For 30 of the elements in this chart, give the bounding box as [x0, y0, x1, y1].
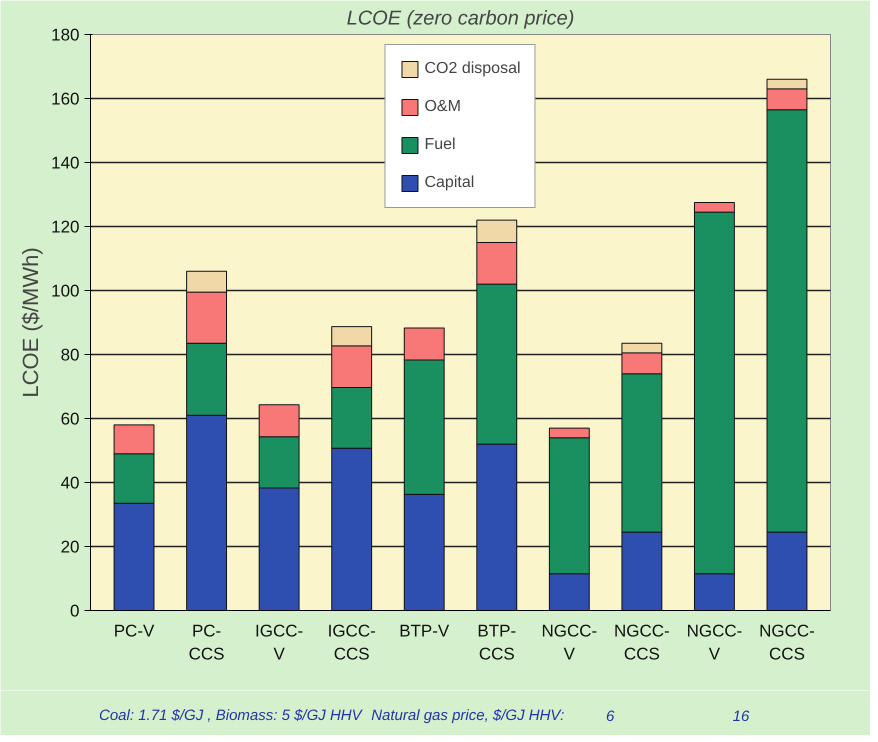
- y-tick-label: 0: [70, 602, 80, 620]
- text: 6: [606, 708, 615, 725]
- text: 16: [732, 708, 750, 725]
- y-axis-title: LCOE ($/MWh): [18, 247, 44, 398]
- legend-label: CO2 disposal: [424, 60, 521, 78]
- text: Coal: 1.71 $/GJ , Biomass: 5 $/GJ HHV: [99, 707, 364, 724]
- y-tick-label: 80: [60, 346, 80, 364]
- x-tick-label: BTP-CCS: [477, 622, 516, 664]
- chart-title: LCOE (zero carbon price): [346, 8, 574, 30]
- y-tick-label: 160: [51, 90, 80, 108]
- x-tick-label: NGCC-V: [541, 622, 598, 664]
- x-tick-label: NGCC-CCS: [759, 622, 815, 664]
- y-tick-label: 180: [51, 26, 80, 44]
- y-tick-label: 140: [51, 154, 80, 172]
- legend-label: Capital: [424, 174, 474, 192]
- y-tick-label: 20: [60, 538, 80, 556]
- legend-label: Fuel: [424, 136, 456, 154]
- x-tick-label: NGCC-CCS: [614, 622, 670, 664]
- x-tick-label: NGCC-V: [686, 622, 742, 664]
- y-tick-label: 60: [60, 410, 80, 428]
- x-tick-label: BTP-V: [399, 622, 450, 640]
- legend-label: O&M: [424, 98, 461, 116]
- x-tick-label: IGCC-CCS: [328, 622, 376, 664]
- x-tick-label: IGCC-V: [255, 622, 304, 664]
- x-tick-label: PC-V: [114, 622, 155, 640]
- y-tick-label: 40: [60, 474, 80, 492]
- y-tick-label: 100: [51, 282, 80, 300]
- x-tick-label: PC-CCS: [188, 622, 225, 664]
- text: Natural gas price, $/GJ HHV:: [371, 707, 564, 724]
- y-tick-label: 120: [51, 218, 80, 236]
